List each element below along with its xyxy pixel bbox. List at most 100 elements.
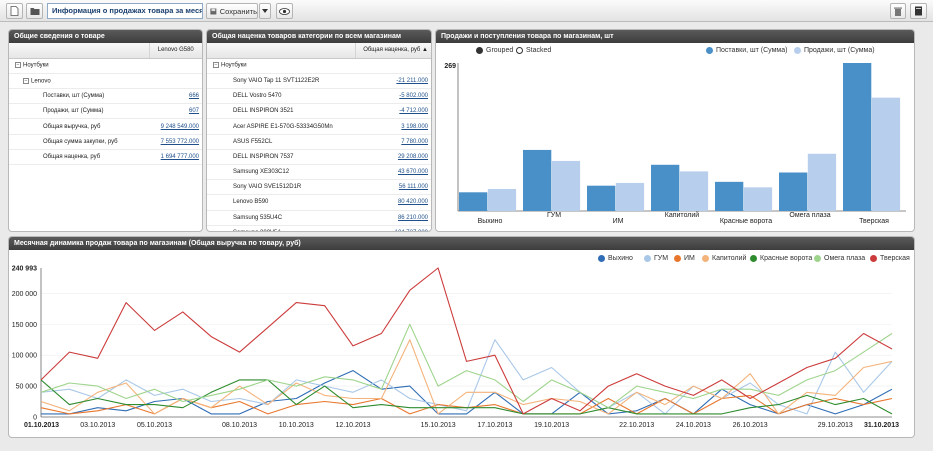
legend-label: Выхино [608,255,633,262]
legend-label: Продажи, шт (Сумма) [804,47,875,54]
x-tick-label: 29.10.2013 [818,422,853,429]
x-tick-label: 24.10.2013 [676,422,711,429]
row-value[interactable]: -21 211.000 [355,73,431,90]
subgroup-label: Lenovo [31,78,51,85]
chevron-down-icon [262,9,268,13]
x-tick-label: ИМ [613,218,624,225]
series-line[interactable] [40,323,893,409]
collapse-icon[interactable]: − [213,62,219,69]
table-row: Samsung 300V5A104 727.000 [207,225,431,231]
book-icon [915,6,922,16]
x-tick-label: 01.10.2013 [24,422,59,429]
line-legend-item[interactable]: ИМ [674,255,695,262]
line-legend-item[interactable]: Омега плаза [814,255,865,262]
row-value[interactable]: 7 780.000 [355,134,431,150]
line-legend-item[interactable]: Капитолий [702,255,746,262]
delete-button[interactable] [890,3,906,19]
bar[interactable] [807,153,837,211]
bar[interactable] [715,181,744,211]
row-label: Samsung XE303C12 [207,164,355,181]
bar[interactable] [779,172,808,211]
y-tick-label: 100 000 [12,353,37,360]
row-label: Общая наценка, руб [9,149,149,166]
legend-dot-icon [794,47,801,54]
row-value[interactable]: 607 [149,103,202,120]
table-row: Samsung 535U4C 86 210.000 [207,210,431,226]
row-value[interactable]: 86 210.000 [355,210,431,226]
row-value[interactable]: 3 198.000 [355,118,431,135]
line-legend-item[interactable]: Тверская [870,255,910,262]
x-tick-label: 12.10.2013 [336,422,371,429]
trash-icon [894,7,902,16]
new-document-button[interactable] [6,3,23,19]
collapse-icon[interactable]: − [23,77,29,84]
series-line[interactable] [40,339,893,415]
table-row: Поставки, шт (Сумма) 666 [9,88,202,105]
category-markup-panel: Общая наценка товаров категории по всем … [206,29,432,232]
x-tick-label: Омега плаза [789,212,830,219]
x-tick-label: 10.10.2013 [279,422,314,429]
report-title-field[interactable]: Информация о продажах товара за месяц [47,3,203,19]
legend-label: Омега плаза [824,255,866,262]
row-label: DELL INSPIRON 7537 [207,149,355,166]
row-value[interactable]: -4 712.000 [355,103,431,120]
row-value[interactable]: -5 802.000 [355,88,431,105]
bar[interactable] [523,149,552,211]
row-value[interactable]: 43 670.000 [355,164,431,181]
bar-legend-item[interactable]: Продажи, шт (Сумма) [794,47,875,54]
bar-legend-item[interactable]: Поставки, шт (Сумма) [706,47,787,54]
bar[interactable] [551,160,581,211]
save-dropdown-button[interactable] [259,3,271,19]
table-row: Sony VAIO Tap 11 SVT1122E2R -21 211.000 [207,73,431,90]
row-value[interactable]: 29 208.000 [355,149,431,166]
series-line[interactable] [40,379,893,415]
bar[interactable] [587,185,616,211]
markup-column-header[interactable]: Общая наценка, руб ▲ [354,43,431,59]
y-tick-label: 150 000 [12,322,37,329]
row-value[interactable]: 9 248 549.000 [149,118,202,135]
row-value[interactable]: 666 [149,88,202,105]
export-button[interactable] [910,3,927,19]
table-row: DELL INSPIRON 3521 -4 712.000 [207,103,431,120]
bar[interactable] [843,63,872,211]
mode-stacked-radio[interactable]: Stacked [516,47,551,54]
bar[interactable] [743,187,773,211]
bar[interactable] [487,188,517,211]
row-value[interactable]: 80 420.000 [355,194,431,211]
bar[interactable] [871,97,901,211]
table-row: Общая сумма закупки, руб 7 553 772.000 [9,134,202,150]
preview-button[interactable] [276,3,293,19]
legend-label: ГУМ [654,255,669,262]
tree-row-subgroup: − Lenovo [9,73,202,90]
bar[interactable] [679,171,709,211]
sales-supply-bar-chart: 269 Выхино ГУМ ИМ Капитолий Красные ворота Оме… [444,63,906,225]
open-folder-button[interactable] [26,3,43,19]
collapse-icon[interactable]: − [15,62,21,69]
row-value[interactable]: 56 111.000 [355,179,431,196]
bar[interactable] [651,164,680,211]
category-markup-header: Общая наценка товаров категории по всем … [207,30,431,43]
table-row: Продажи, шт (Сумма) 607 [9,103,202,120]
line-legend-item[interactable]: Выхино [598,255,633,262]
legend-dot-icon [644,255,651,262]
bar[interactable] [615,182,645,211]
series-line[interactable] [40,267,893,415]
mode-grouped-radio[interactable]: Grouped [476,47,513,54]
table-row: Lenovo B590 80 420.000 [207,194,431,211]
row-value[interactable]: 104 727.000 [355,225,431,231]
y-tick-label: 269 [444,63,456,70]
legend-label: Капитолий [712,255,747,262]
series-line[interactable] [40,339,893,415]
y-tick-label: 0 [33,415,37,422]
save-button[interactable]: Сохранить [206,3,258,19]
bar[interactable] [459,192,488,211]
line-legend-item[interactable]: ГУМ [644,255,668,262]
row-value[interactable]: 1 694 777.000 [149,149,202,166]
row-value[interactable]: 7 553 772.000 [149,134,202,150]
x-tick-label: 05.10.2013 [137,422,172,429]
folder-icon [30,7,39,15]
eye-icon [279,7,290,15]
x-tick-label: 31.10.2013 [864,422,899,429]
line-legend-item[interactable]: Красные ворота [750,255,812,262]
table-row: Acer ASPIRE E1-570G-53334G50Mn 3 198.000 [207,118,431,135]
